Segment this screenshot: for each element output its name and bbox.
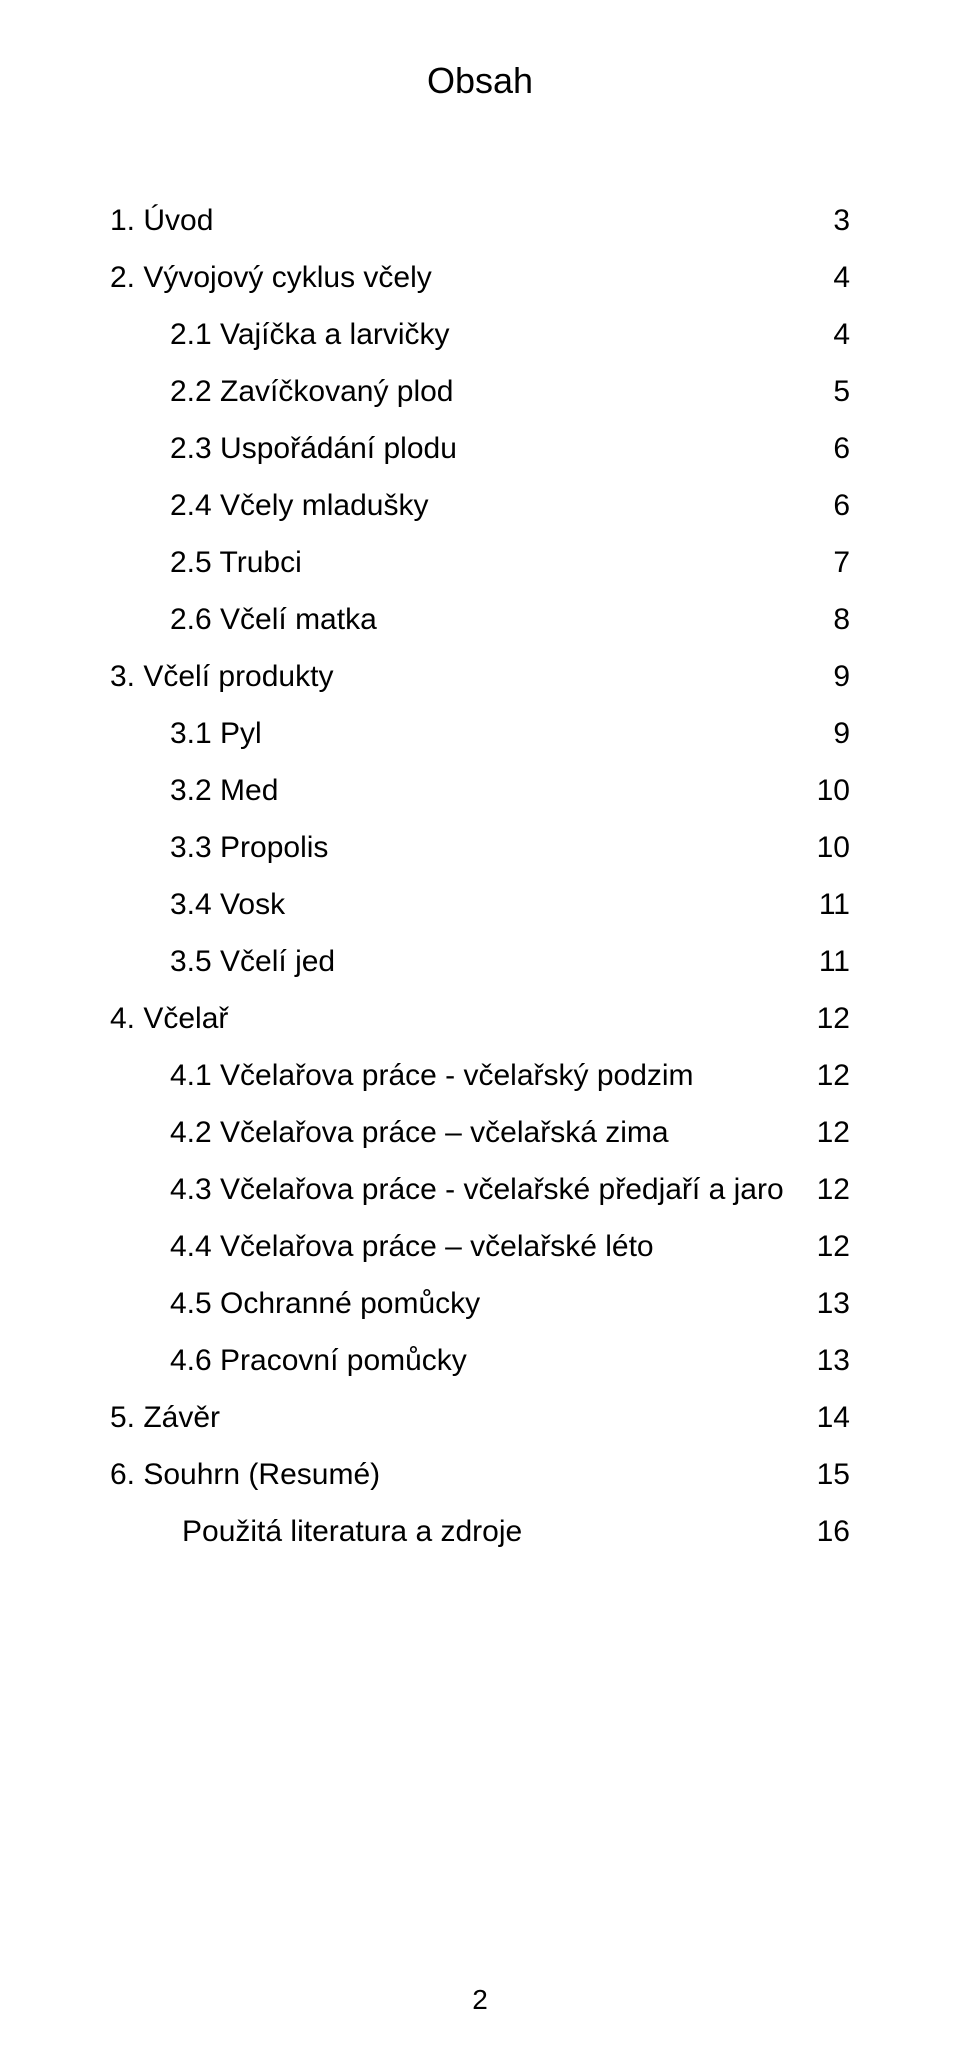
- toc-entry-label: 2.1 Vajíčka a larvičky: [110, 306, 450, 363]
- toc-entry-page: 10: [797, 819, 850, 876]
- toc-entry: 3. Včelí produkty 9: [110, 648, 850, 705]
- toc-entry: 3.3 Propolis 10: [110, 819, 850, 876]
- toc-entry: 2.4 Včely mladušky 6: [110, 477, 850, 534]
- page-title: Obsah: [110, 60, 850, 102]
- toc-entry-label: Použitá literatura a zdroje: [110, 1503, 522, 1560]
- toc-entry-label: 3.5 Včelí jed: [110, 933, 335, 990]
- toc-entry: 2.2 Zavíčkovaný plod 5: [110, 363, 850, 420]
- toc-entry: 2. Vývojový cyklus včely 4: [110, 249, 850, 306]
- toc-entry-label: 5. Závěr: [110, 1389, 220, 1446]
- toc-entry-label: 4. Včelař: [110, 990, 228, 1047]
- toc-entry-label: 1. Úvod: [110, 192, 213, 249]
- toc-entry-label: 6. Souhrn (Resumé): [110, 1446, 380, 1503]
- toc-entry-label: 3. Včelí produkty: [110, 648, 333, 705]
- toc-entry-label: 3.2 Med: [110, 762, 278, 819]
- toc-entry-page: 13: [797, 1332, 850, 1389]
- toc-entry: 1. Úvod 3: [110, 192, 850, 249]
- toc-entry-label: 4.3 Včelařova práce - včelařské předjaří…: [110, 1161, 784, 1218]
- toc-entry: 4. Včelař 12: [110, 990, 850, 1047]
- toc-entry: 2.3 Uspořádání plodu 6: [110, 420, 850, 477]
- toc-entry-page: 13: [797, 1275, 850, 1332]
- toc-entry-page: 12: [797, 1161, 850, 1218]
- toc-entry-label: 3.4 Vosk: [110, 876, 285, 933]
- toc-entry: 6. Souhrn (Resumé) 15: [110, 1446, 850, 1503]
- toc-entry: 3.5 Včelí jed 11: [110, 933, 850, 990]
- page-number: 2: [0, 1984, 960, 2016]
- toc-entry-page: 12: [797, 1104, 850, 1161]
- toc-entry-page: 9: [813, 705, 850, 762]
- toc-entry: 2.6 Včelí matka 8: [110, 591, 850, 648]
- toc-entry: 4.3 Včelařova práce - včelařské předjaří…: [110, 1161, 850, 1218]
- toc-entry-page: 5: [813, 363, 850, 420]
- toc-entry: 2.1 Vajíčka a larvičky 4: [110, 306, 850, 363]
- toc-entry-label: 2.6 Včelí matka: [110, 591, 377, 648]
- toc-entry-page: 6: [813, 477, 850, 534]
- toc-entry: 3.2 Med 10: [110, 762, 850, 819]
- toc-entry-page: 12: [797, 1047, 850, 1104]
- toc-entry: 5. Závěr 14: [110, 1389, 850, 1446]
- toc-entry-label: 2.3 Uspořádání plodu: [110, 420, 457, 477]
- toc-entry-label: 4.1 Včelařova práce - včelařský podzim: [110, 1047, 694, 1104]
- toc-entry-page: 3: [813, 192, 850, 249]
- toc-entry-page: 11: [799, 933, 850, 990]
- toc-entry: Použitá literatura a zdroje 16: [110, 1503, 850, 1560]
- toc-entry-label: 4.4 Včelařova práce – včelařské léto: [110, 1218, 654, 1275]
- toc-entry: 4.1 Včelařova práce - včelařský podzim 12: [110, 1047, 850, 1104]
- toc-entry-page: 8: [813, 591, 850, 648]
- toc-entry-page: 15: [797, 1446, 850, 1503]
- toc-entry-label: 2.5 Trubci: [110, 534, 302, 591]
- toc-entry-page: 11: [799, 876, 850, 933]
- toc-entry: 2.5 Trubci 7: [110, 534, 850, 591]
- toc-entry-page: 10: [797, 762, 850, 819]
- toc-entry-page: 12: [797, 990, 850, 1047]
- toc-entry-label: 2.2 Zavíčkovaný plod: [110, 363, 454, 420]
- toc-entry-page: 4: [813, 306, 850, 363]
- toc-entry-label: 2.4 Včely mladušky: [110, 477, 428, 534]
- toc-entry-page: 9: [813, 648, 850, 705]
- toc-entry-page: 7: [813, 534, 850, 591]
- toc-entry: 4.6 Pracovní pomůcky 13: [110, 1332, 850, 1389]
- table-of-contents: 1. Úvod32. Vývojový cyklus včely42.1 Vaj…: [110, 192, 850, 1560]
- toc-entry-label: 4.2 Včelařova práce – včelařská zima: [110, 1104, 669, 1161]
- toc-entry: 3.1 Pyl 9: [110, 705, 850, 762]
- toc-entry-label: 4.5 Ochranné pomůcky: [110, 1275, 480, 1332]
- toc-entry-label: 3.3 Propolis: [110, 819, 328, 876]
- toc-entry-page: 4: [813, 249, 850, 306]
- toc-entry-label: 4.6 Pracovní pomůcky: [110, 1332, 467, 1389]
- toc-entry-page: 14: [797, 1389, 850, 1446]
- toc-entry-page: 12: [797, 1218, 850, 1275]
- toc-entry: 4.2 Včelařova práce – včelařská zima 12: [110, 1104, 850, 1161]
- toc-entry: 3.4 Vosk 11: [110, 876, 850, 933]
- toc-entry-label: 2. Vývojový cyklus včely: [110, 249, 432, 306]
- toc-entry-label: 3.1 Pyl: [110, 705, 262, 762]
- toc-entry-page: 16: [797, 1503, 850, 1560]
- toc-entry: 4.5 Ochranné pomůcky 13: [110, 1275, 850, 1332]
- toc-entry-page: 6: [813, 420, 850, 477]
- toc-entry: 4.4 Včelařova práce – včelařské léto 12: [110, 1218, 850, 1275]
